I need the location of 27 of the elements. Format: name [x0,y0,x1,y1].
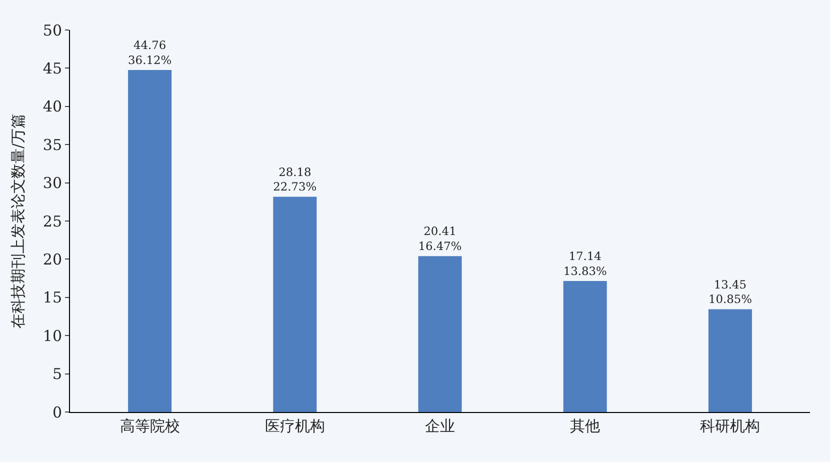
x-tick-label: 高等院校 [120,417,180,435]
x-tick-label: 科研机构 [700,417,760,435]
y-tick-label: 0 [52,403,62,422]
data-label: 17.14 13.83% [563,249,607,278]
y-tick-label: 30 [42,174,62,192]
y-tick-label: 15 [42,288,62,307]
bar [128,70,172,412]
y-tick-label: 5 [52,365,62,384]
y-tick-label: 10 [42,326,62,345]
bar [708,309,752,412]
bar [273,196,317,412]
y-tick-label: 25 [42,212,62,230]
y-tick-label: 45 [42,59,62,78]
y-axis-title: 在科技期刊上发表论文数量/万篇 [9,113,28,329]
x-tick-label: 企业 [425,417,455,435]
y-tick-label: 40 [42,98,62,116]
data-label: 28.18 22.73% [273,164,317,194]
x-tick-label: 医疗机构 [264,417,325,435]
y-tick-label: 35 [42,136,62,154]
y-tick-label: 50 [42,21,62,40]
bar [418,256,462,412]
y-tick-label: 20 [42,250,62,268]
data-label: 44.76 36.12% [128,38,172,67]
data-label: 13.45 10.85% [708,277,752,306]
bar [563,281,607,412]
x-tick-label: 其他 [570,417,600,435]
data-label: 20.41 16.47% [418,224,462,254]
